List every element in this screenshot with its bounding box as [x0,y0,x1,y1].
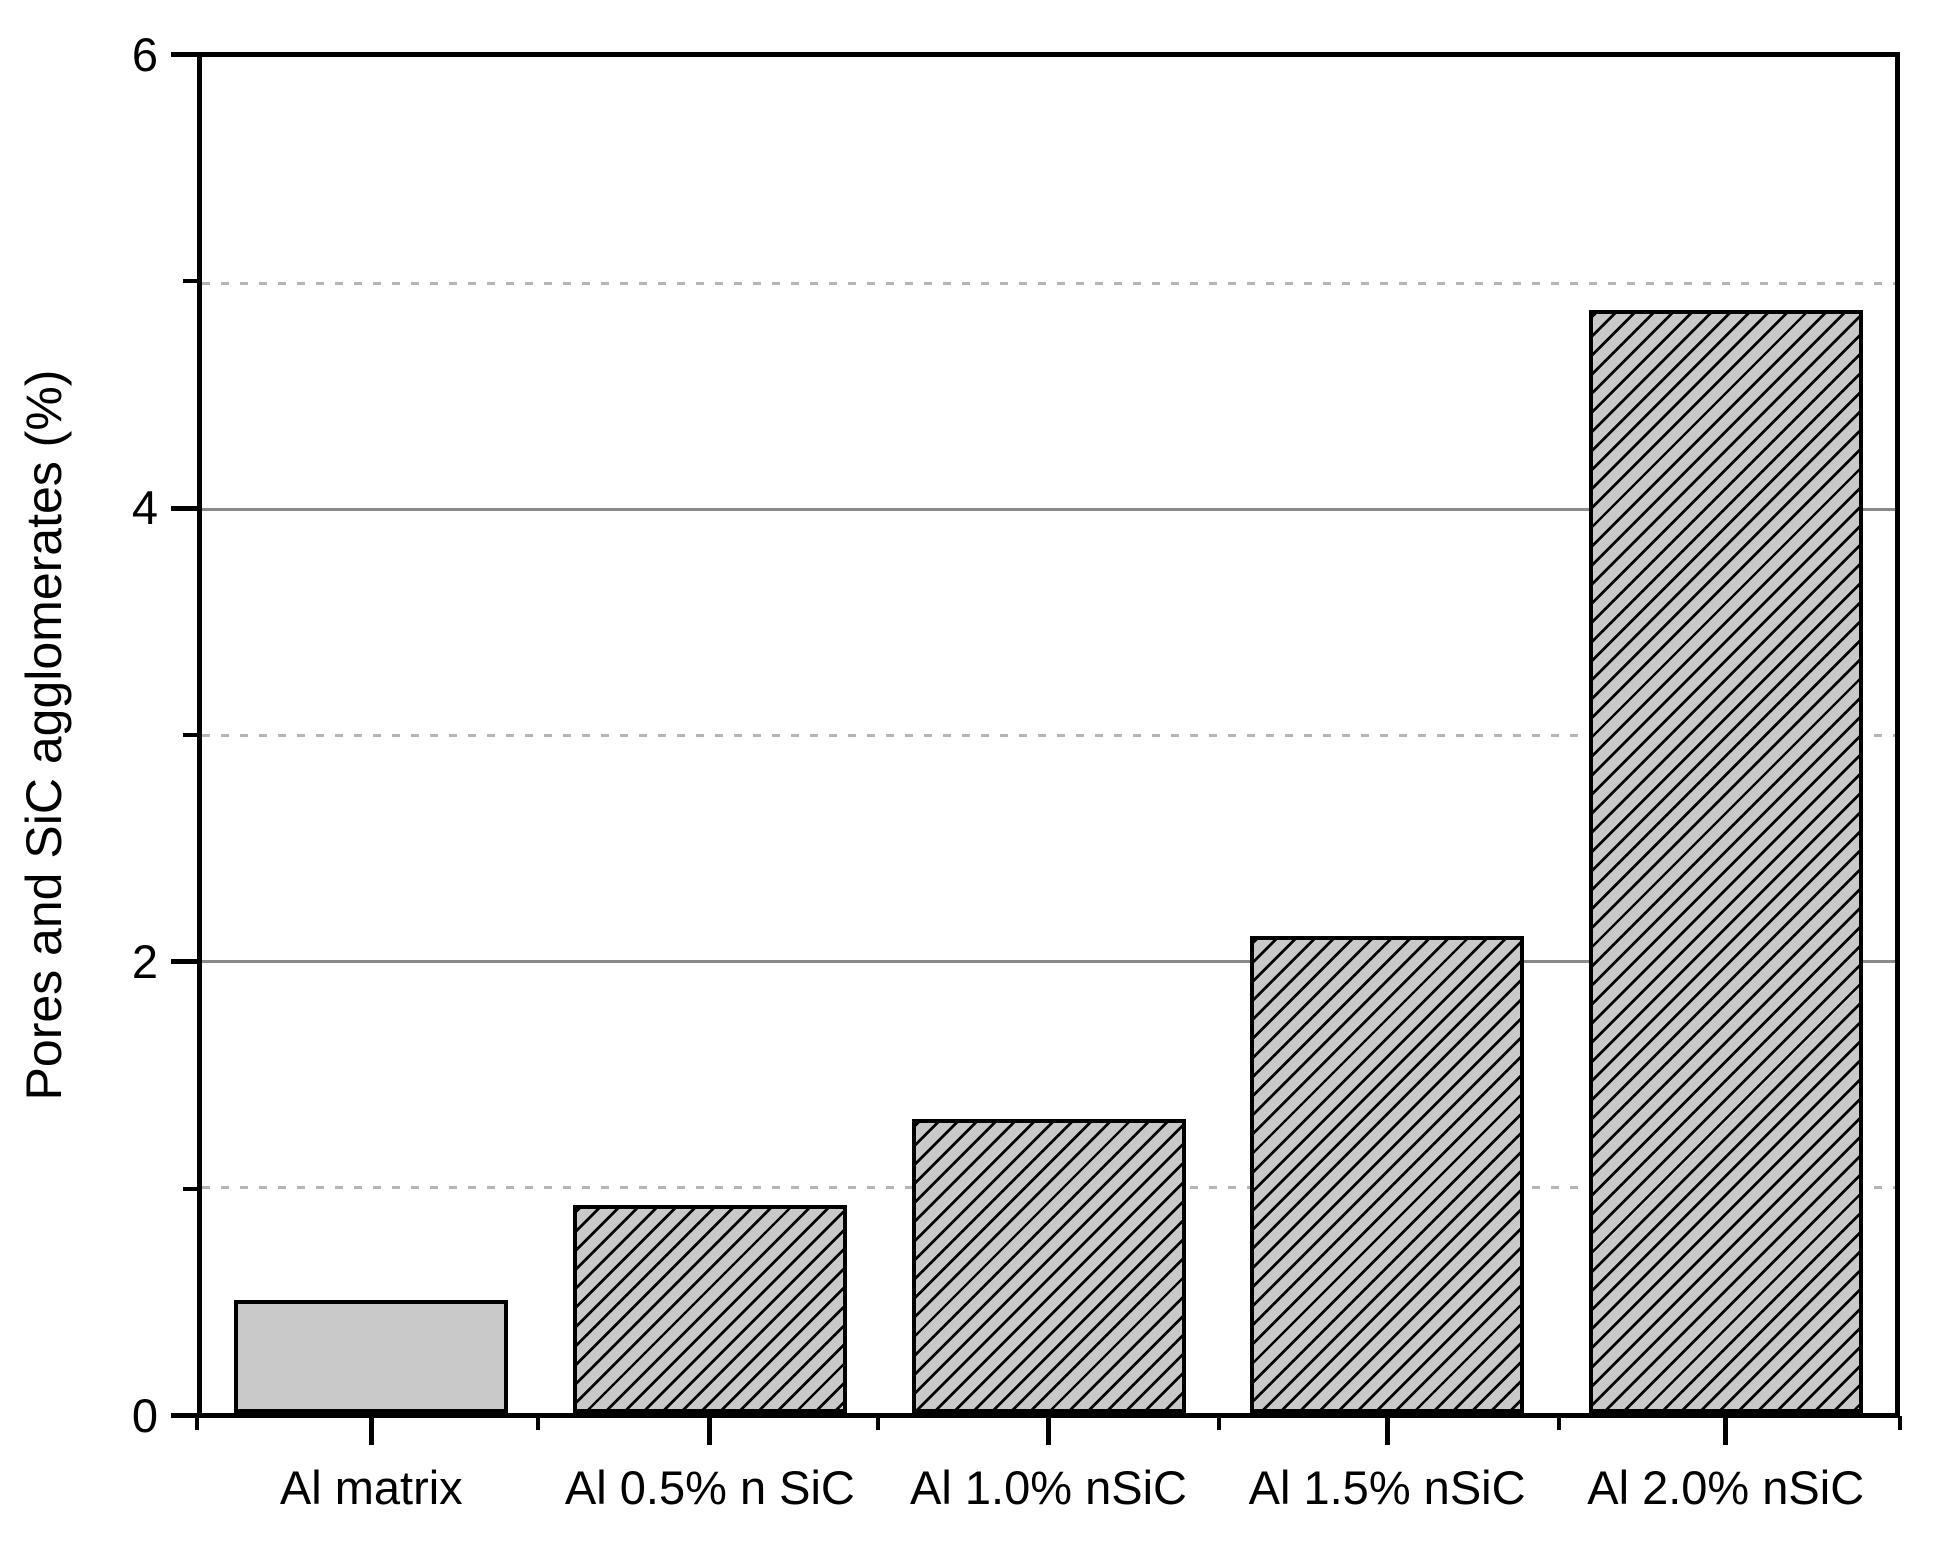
bar-al-1-5-nsic [1250,936,1525,1413]
y-minor-tick-5 [183,279,197,284]
x-category-label-al-2-0-nsic: Al 2.0% nSiC [1587,1461,1865,1514]
y-major-tick-4 [171,505,197,511]
bar-al-0-5-n-sic [572,1205,847,1413]
x-minor-tick-0 [195,1416,199,1430]
gridline-solid-y-4 [202,508,1895,511]
x-category-label-al-matrix: Al matrix [279,1461,463,1514]
y-minor-tick-3 [183,733,197,737]
y-tick-label-4: 4 [131,481,158,535]
x-major-tick-al-matrix [368,1416,374,1445]
y-major-tick-6 [171,52,197,57]
x-category-label-al-0-5-n-sic: Al 0.5% n SiC [564,1461,855,1514]
x-major-tick-al-1-0-nsic [1046,1416,1051,1445]
gridline-dashed-y-3 [202,734,1895,737]
x-category-label-al-1-5-nsic: Al 1.5% nSiC [1248,1461,1526,1514]
y-minor-tick-1 [183,1186,197,1191]
plot-area [197,52,1900,1418]
bars-layer [202,57,1895,1413]
y-major-tick-0 [171,1413,197,1418]
x-minor-tick-5 [1898,1416,1902,1430]
x-major-tick-al-2-0-nsic [1723,1416,1729,1445]
gridline-dashed-y-5 [202,282,1895,285]
bar-al-1-0-nsic [911,1119,1186,1413]
x-major-tick-al-0-5-n-sic [707,1416,713,1445]
x-category-label-al-1-0-nsic: Al 1.0% nSiC [910,1461,1187,1514]
y-major-tick-2 [171,959,197,965]
x-minor-tick-1 [535,1416,540,1430]
x-major-tick-al-1-5-nsic [1384,1416,1390,1445]
bar-al-matrix [234,1300,509,1413]
y-tick-label-2: 2 [131,934,158,988]
y-tick-label-0: 0 [131,1388,158,1442]
x-minor-tick-2 [876,1416,881,1430]
x-minor-tick-4 [1557,1416,1562,1430]
x-minor-tick-3 [1216,1416,1221,1430]
y-tick-label-6: 6 [131,27,158,81]
gridline-solid-y-2 [202,960,1895,963]
bar-al-2-0-nsic [1588,310,1863,1413]
